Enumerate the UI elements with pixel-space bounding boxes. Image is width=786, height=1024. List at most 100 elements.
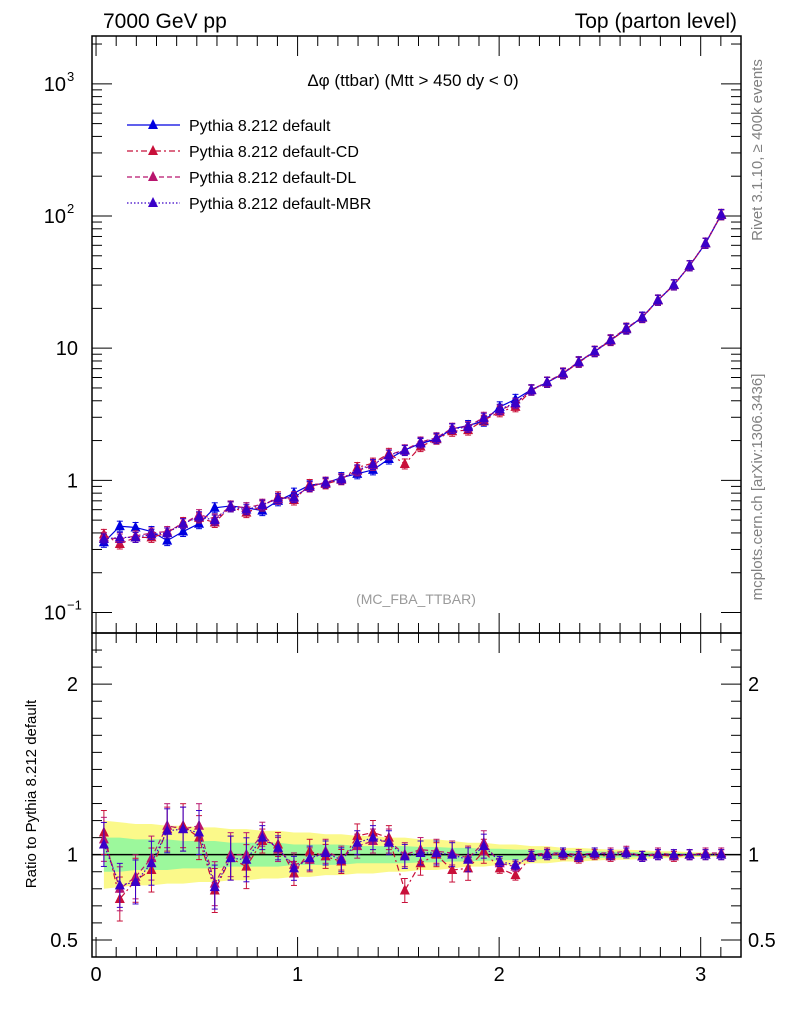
data-point <box>336 473 347 484</box>
ratio-point <box>447 848 458 859</box>
ratio-point <box>383 836 394 847</box>
data-point <box>304 480 315 491</box>
y-tick-label: 10 <box>44 603 66 625</box>
ratio-point <box>320 846 331 857</box>
main-panel: Δφ (ttbar) (Mtt > 450 dy < 0) (MC_FBA_TT… <box>44 35 742 634</box>
legend: Pythia 8.212 default Pythia 8.212 default… <box>127 118 371 213</box>
data-point <box>383 449 394 460</box>
ratio-panel: Ratio to Pythia 8.212 default 0.5 0.5 1 1 2 2… <box>23 632 776 986</box>
ratio-point <box>526 850 537 861</box>
ratio-point <box>478 840 489 851</box>
side-labels: Rivet 3.1.10, ≥ 400k events mcplots.cern… <box>749 59 766 600</box>
legend-entry: Pythia 8.212 default-CD <box>189 144 359 161</box>
data-point <box>652 294 663 305</box>
chart-title: Δφ (ttbar) (Mtt > 450 dy < 0) <box>307 71 518 90</box>
ratio-point <box>684 848 695 859</box>
data-point <box>700 237 711 248</box>
y-tick-exponent: 2 <box>67 201 74 216</box>
ratio-point <box>98 838 109 849</box>
series-1 <box>98 208 727 550</box>
data-point <box>98 532 109 543</box>
data-point <box>178 517 189 528</box>
data-point <box>320 476 331 487</box>
data-point <box>130 531 141 542</box>
legend-marker <box>148 171 158 181</box>
ratio-point <box>273 841 284 852</box>
data-point <box>367 458 378 469</box>
legend-entry: Pythia 8.212 default-MBR <box>189 196 371 213</box>
data-point <box>605 334 616 345</box>
y-tick-label: 1 <box>67 845 78 867</box>
y-tick-label: 1 <box>67 470 78 492</box>
data-point <box>637 311 648 322</box>
ratio-point <box>399 884 410 895</box>
data-point <box>415 436 426 447</box>
data-point <box>209 501 220 512</box>
ratio-point <box>668 848 679 859</box>
ratio-point <box>700 848 711 859</box>
ratio-axes: 0.5 0.5 1 1 2 2 0 1 2 3 <box>50 632 776 986</box>
data-point <box>273 492 284 503</box>
ratio-point <box>194 826 205 837</box>
data-point <box>494 403 505 414</box>
ratio-point <box>178 823 189 834</box>
ratio-point <box>288 862 299 873</box>
main-data <box>98 208 727 550</box>
data-point <box>542 376 553 387</box>
y-tick-label: 10 <box>44 206 66 228</box>
process-label: Top (parton level) <box>575 10 737 33</box>
data-point <box>257 499 268 510</box>
ratio-point <box>209 881 220 892</box>
series-line <box>103 214 722 545</box>
ratio-point <box>146 857 157 868</box>
ratio-point <box>162 824 173 835</box>
data-point <box>589 345 600 356</box>
y-tick-label-right: 0.5 <box>748 930 776 952</box>
ratio-point <box>304 852 315 863</box>
ratio-point <box>336 853 347 864</box>
ratio-point <box>447 864 458 875</box>
data-point <box>114 520 125 531</box>
ratio-series-line <box>103 828 722 889</box>
ratio-point <box>114 879 125 890</box>
source-label: mcplots.cern.ch [arXiv:1306.3436] <box>749 374 766 601</box>
data-point <box>288 491 299 502</box>
ratio-series-line <box>103 825 722 901</box>
data-point <box>478 412 489 423</box>
series-0 <box>98 208 727 548</box>
y-tick-label: 10 <box>44 74 66 96</box>
ratio-point <box>463 853 474 864</box>
data-point <box>716 208 727 219</box>
analysis-watermark: (MC_FBA_TTBAR) <box>356 591 476 607</box>
header: 7000 GeV pp Top (parton level) <box>103 10 737 33</box>
series-line <box>103 214 722 540</box>
x-tick-label: 2 <box>494 964 505 986</box>
energy-label: 7000 GeV pp <box>103 10 227 33</box>
data-point <box>431 432 442 443</box>
x-tick-label: 1 <box>292 964 303 986</box>
ratio-point <box>431 846 442 857</box>
data-point <box>621 322 632 333</box>
ratio-point <box>225 852 236 863</box>
data-point <box>510 396 521 407</box>
data-point <box>194 510 205 521</box>
ratio-point <box>716 848 727 859</box>
ratio-point <box>494 855 505 866</box>
ratio-point <box>399 850 410 861</box>
data-point <box>209 514 220 525</box>
ratio-series-2 <box>98 806 727 910</box>
data-point <box>225 500 236 511</box>
ratio-point <box>605 848 616 859</box>
ratio-point <box>637 850 648 861</box>
y-tick-label: 2 <box>67 674 78 696</box>
x-tick-label: 0 <box>90 964 101 986</box>
ratio-point <box>652 848 663 859</box>
ratio-frame <box>91 632 742 958</box>
data-point <box>146 528 157 539</box>
series-3 <box>98 208 727 545</box>
ratio-point <box>542 848 553 859</box>
data-point <box>399 457 410 468</box>
data-point <box>130 521 141 532</box>
legend-marker <box>148 145 158 155</box>
